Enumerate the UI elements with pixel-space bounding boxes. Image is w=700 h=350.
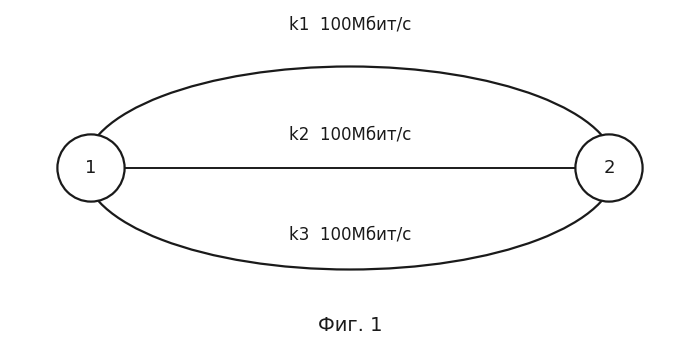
Text: Фиг. 1: Фиг. 1 (318, 316, 382, 335)
Ellipse shape (575, 134, 643, 202)
Text: k2  100Мбит/с: k2 100Мбит/с (289, 126, 411, 144)
Ellipse shape (57, 134, 125, 202)
Text: 1: 1 (85, 159, 97, 177)
Text: k3  100Мбит/с: k3 100Мбит/с (289, 225, 411, 244)
Text: 2: 2 (603, 159, 615, 177)
Text: k1  100Мбит/с: k1 100Мбит/с (289, 15, 411, 34)
